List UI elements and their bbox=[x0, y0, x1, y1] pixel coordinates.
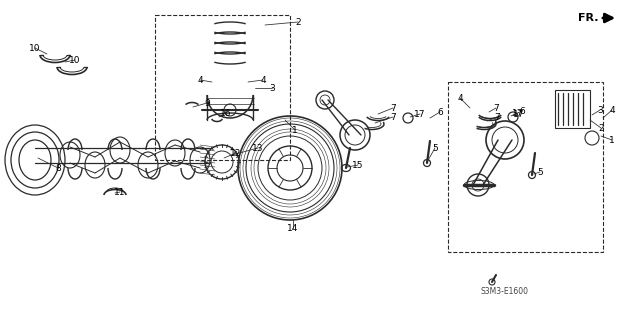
Text: 7: 7 bbox=[390, 103, 396, 113]
Text: 17: 17 bbox=[414, 109, 426, 118]
Text: FR.: FR. bbox=[578, 13, 598, 23]
Text: 1: 1 bbox=[292, 125, 298, 134]
Text: 3: 3 bbox=[269, 84, 275, 92]
Text: 12: 12 bbox=[230, 148, 242, 157]
Text: 6: 6 bbox=[519, 107, 525, 116]
Text: 6: 6 bbox=[437, 108, 443, 116]
Text: 7: 7 bbox=[390, 113, 396, 122]
Text: 4: 4 bbox=[260, 76, 266, 84]
Text: 5: 5 bbox=[432, 143, 438, 153]
Text: 2: 2 bbox=[598, 124, 604, 132]
Text: 14: 14 bbox=[288, 223, 299, 233]
Text: 11: 11 bbox=[114, 188, 126, 196]
Text: 8: 8 bbox=[55, 164, 61, 172]
Text: 10: 10 bbox=[69, 55, 81, 65]
Text: 15: 15 bbox=[352, 161, 364, 170]
Text: 17: 17 bbox=[512, 108, 524, 117]
Text: 1: 1 bbox=[609, 135, 615, 145]
Text: 4: 4 bbox=[609, 106, 615, 115]
Text: 4: 4 bbox=[457, 93, 462, 102]
Text: 17: 17 bbox=[513, 109, 525, 118]
Bar bbox=[448, 82, 603, 252]
Text: S3M3-E1600: S3M3-E1600 bbox=[481, 287, 529, 297]
Text: 7: 7 bbox=[493, 103, 499, 113]
Text: 4: 4 bbox=[198, 76, 202, 84]
Text: 5: 5 bbox=[537, 167, 543, 177]
Bar bbox=[555, 90, 590, 128]
Text: 16: 16 bbox=[220, 108, 232, 117]
Text: 7: 7 bbox=[494, 113, 500, 122]
Text: 9: 9 bbox=[204, 99, 210, 108]
Bar bbox=[155, 15, 290, 160]
Text: 13: 13 bbox=[253, 143, 264, 153]
Text: 10: 10 bbox=[29, 44, 41, 52]
Text: 3: 3 bbox=[597, 106, 603, 115]
Text: 2: 2 bbox=[295, 18, 301, 27]
